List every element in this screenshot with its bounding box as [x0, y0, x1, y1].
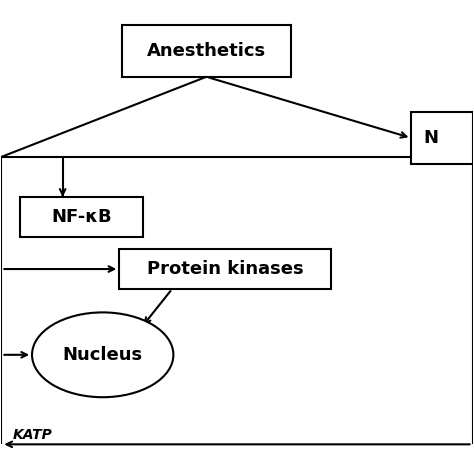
FancyBboxPatch shape — [20, 197, 143, 237]
FancyBboxPatch shape — [119, 249, 331, 289]
Text: NF-κB: NF-κB — [51, 208, 112, 226]
Text: ΚATP: ΚATP — [13, 428, 53, 442]
Text: Anesthetics: Anesthetics — [147, 42, 266, 60]
FancyBboxPatch shape — [121, 25, 291, 77]
Text: Protein kinases: Protein kinases — [147, 260, 303, 278]
Ellipse shape — [32, 312, 173, 397]
Text: N: N — [423, 129, 438, 147]
FancyBboxPatch shape — [411, 112, 473, 164]
Text: Nucleus: Nucleus — [63, 346, 143, 364]
